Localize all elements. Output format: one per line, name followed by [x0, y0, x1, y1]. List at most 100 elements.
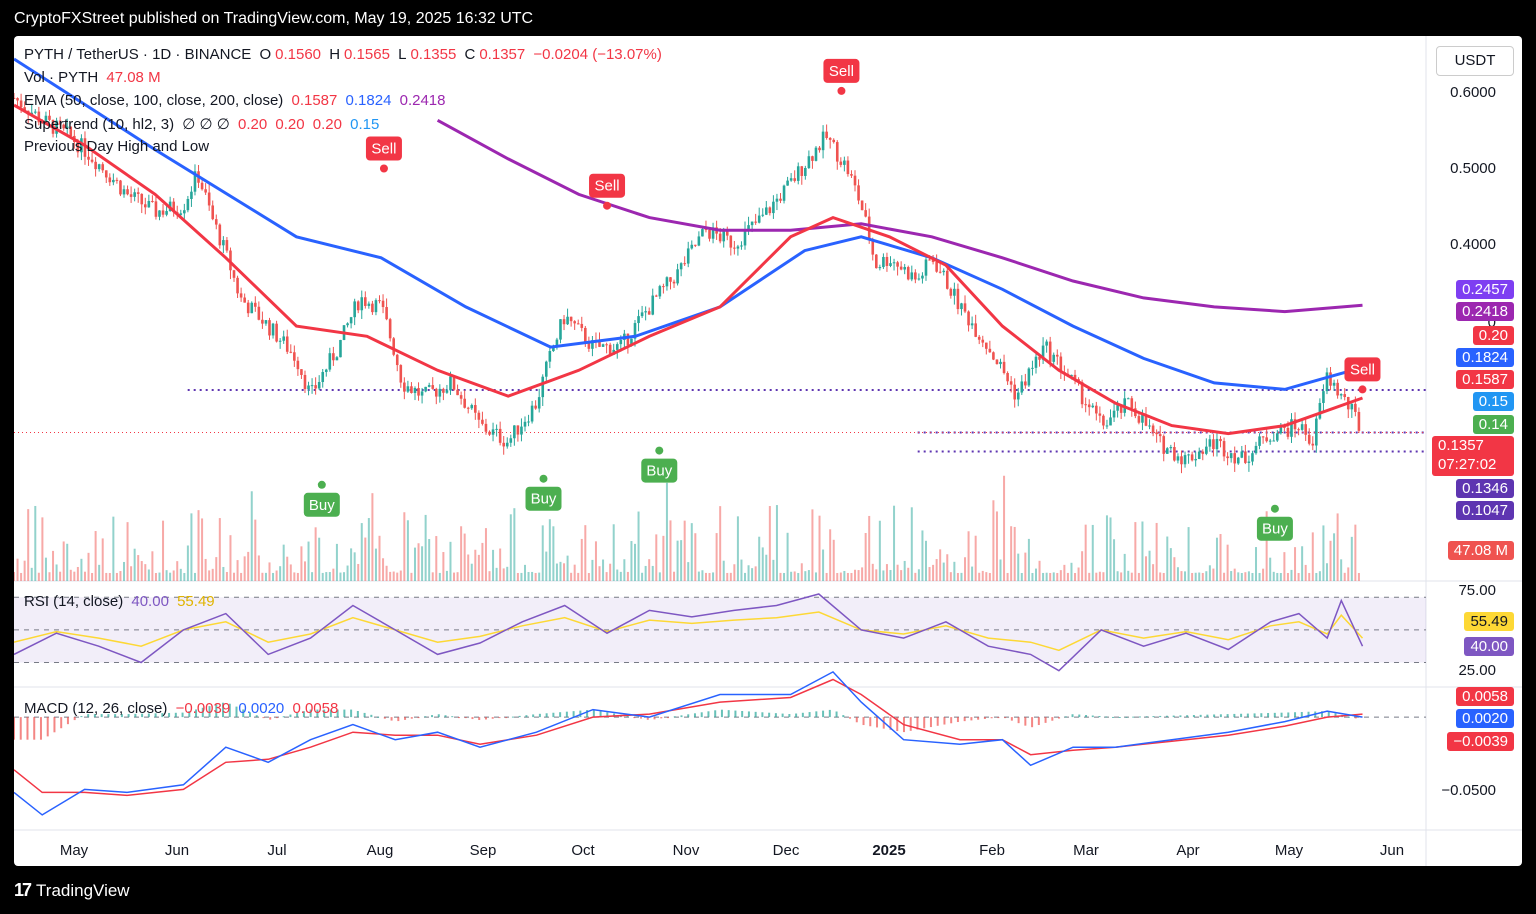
- macd-histogram-bar: [741, 710, 744, 718]
- candle-body: [1055, 354, 1059, 357]
- currency-unit-button[interactable]: USDT: [1436, 46, 1514, 76]
- candle-body: [491, 429, 495, 435]
- candle-body: [360, 297, 364, 311]
- volume-bar: [804, 571, 807, 581]
- volume-bar: [346, 565, 349, 581]
- volume-bar: [985, 572, 988, 581]
- chart-area[interactable]: Buy Sell Buy Sell Buy Sell Buy Sell USDT PYTH /…: [14, 36, 1522, 866]
- volume-bar: [658, 572, 661, 581]
- ema50-value: 0.1587: [291, 92, 338, 109]
- candle-body: [1219, 438, 1222, 442]
- candle-body: [928, 259, 931, 261]
- candle-body: [218, 224, 222, 246]
- volume-bar: [371, 493, 374, 581]
- chart-canvas[interactable]: Buy Sell Buy Sell Buy Sell Buy Sell: [14, 36, 1522, 866]
- volume-bar: [332, 568, 335, 581]
- candle-body: [1176, 456, 1180, 461]
- volume-bar: [712, 572, 715, 581]
- macd-histogram-bar: [1172, 715, 1175, 718]
- macd-histogram-bar: [1159, 715, 1162, 718]
- candle-body: [704, 229, 708, 231]
- candle-body: [1240, 451, 1244, 458]
- macd-histogram-bar: [1186, 715, 1189, 718]
- volume-bar: [740, 559, 743, 581]
- candle-body: [381, 300, 385, 308]
- volume-bar: [1102, 572, 1105, 581]
- candle-body: [1265, 437, 1268, 442]
- candle-body: [420, 391, 424, 396]
- macd-histogram-bar: [464, 717, 467, 719]
- rsi-ma-line: [14, 611, 1364, 652]
- candle-body: [654, 295, 658, 297]
- macd-histogram-bar: [444, 715, 447, 718]
- volume-bar: [374, 548, 377, 581]
- candle-body: [686, 248, 690, 264]
- volume-bar: [747, 565, 750, 581]
- macd-histogram-bar: [356, 710, 359, 718]
- candle-body: [133, 192, 136, 197]
- candle-body: [527, 421, 530, 423]
- candle-body: [495, 428, 498, 430]
- candle-body: [434, 388, 438, 397]
- volume-bar: [854, 569, 857, 581]
- candle-body: [562, 319, 566, 325]
- candle-body: [108, 177, 112, 183]
- macd-histogram-bar: [323, 709, 326, 718]
- volume-bar: [1333, 533, 1336, 581]
- candle-body: [285, 336, 289, 352]
- candle-body: [1190, 454, 1194, 461]
- volume-bar: [73, 571, 76, 581]
- candle-body: [317, 382, 321, 389]
- macd-histogram-bar: [1138, 716, 1141, 718]
- volume-bar: [158, 572, 161, 581]
- macd-histogram-bar: [586, 710, 589, 718]
- macd-histogram-bar: [1145, 716, 1148, 718]
- candle-body: [115, 179, 119, 181]
- candle-body: [914, 272, 917, 280]
- macd-histogram-bar: [788, 714, 791, 718]
- candle-body: [97, 164, 101, 170]
- candle-body: [1148, 425, 1151, 427]
- macd-histogram-bar: [302, 711, 305, 718]
- candle-body: [1095, 405, 1098, 414]
- candle-body: [523, 421, 527, 427]
- ema200-line: [436, 118, 1363, 314]
- volume-bar: [243, 556, 246, 581]
- tradingview-logo[interactable]: 17 TradingView: [14, 880, 130, 901]
- candle-body: [1350, 403, 1354, 410]
- volume-bar: [268, 562, 271, 581]
- badge-volume: 47.08 M: [1447, 541, 1514, 560]
- volume-bar: [1357, 572, 1360, 581]
- volume-bar: [1173, 557, 1176, 581]
- candle-body: [1300, 424, 1304, 430]
- macd-histogram-bar: [977, 717, 980, 720]
- macd-histogram-bar: [646, 717, 649, 720]
- candle-body: [1215, 438, 1219, 450]
- volume-bar: [367, 518, 370, 581]
- volume-bar: [559, 561, 562, 581]
- macd-histogram-bar: [87, 714, 90, 718]
- candle-body: [1205, 446, 1208, 454]
- volume-bar: [1066, 572, 1069, 581]
- macd-histogram-bar: [1246, 713, 1249, 718]
- candle-body: [988, 348, 992, 353]
- candle-body: [725, 230, 729, 236]
- volume-bar: [768, 506, 771, 581]
- candle-body: [917, 278, 921, 280]
- volume-bar: [861, 567, 864, 581]
- volume-bar: [1003, 475, 1006, 581]
- macd-histogram-bar: [1165, 715, 1168, 718]
- macd-histogram-bar: [1091, 715, 1094, 718]
- volume-bar: [1283, 552, 1286, 581]
- buy-signal-marker: [303, 492, 340, 517]
- volume-bar: [1297, 573, 1300, 581]
- volume-bar: [76, 566, 79, 581]
- open-value: 0.1560: [275, 46, 322, 63]
- macd-histogram-bar: [33, 717, 36, 740]
- tradingview-logo-text: TradingView: [36, 880, 130, 900]
- candle-body: [122, 189, 126, 195]
- macd-histogram-bar: [1004, 717, 1007, 719]
- volume-bar: [218, 518, 221, 581]
- candle-body: [65, 126, 69, 129]
- candle-body: [1187, 454, 1190, 456]
